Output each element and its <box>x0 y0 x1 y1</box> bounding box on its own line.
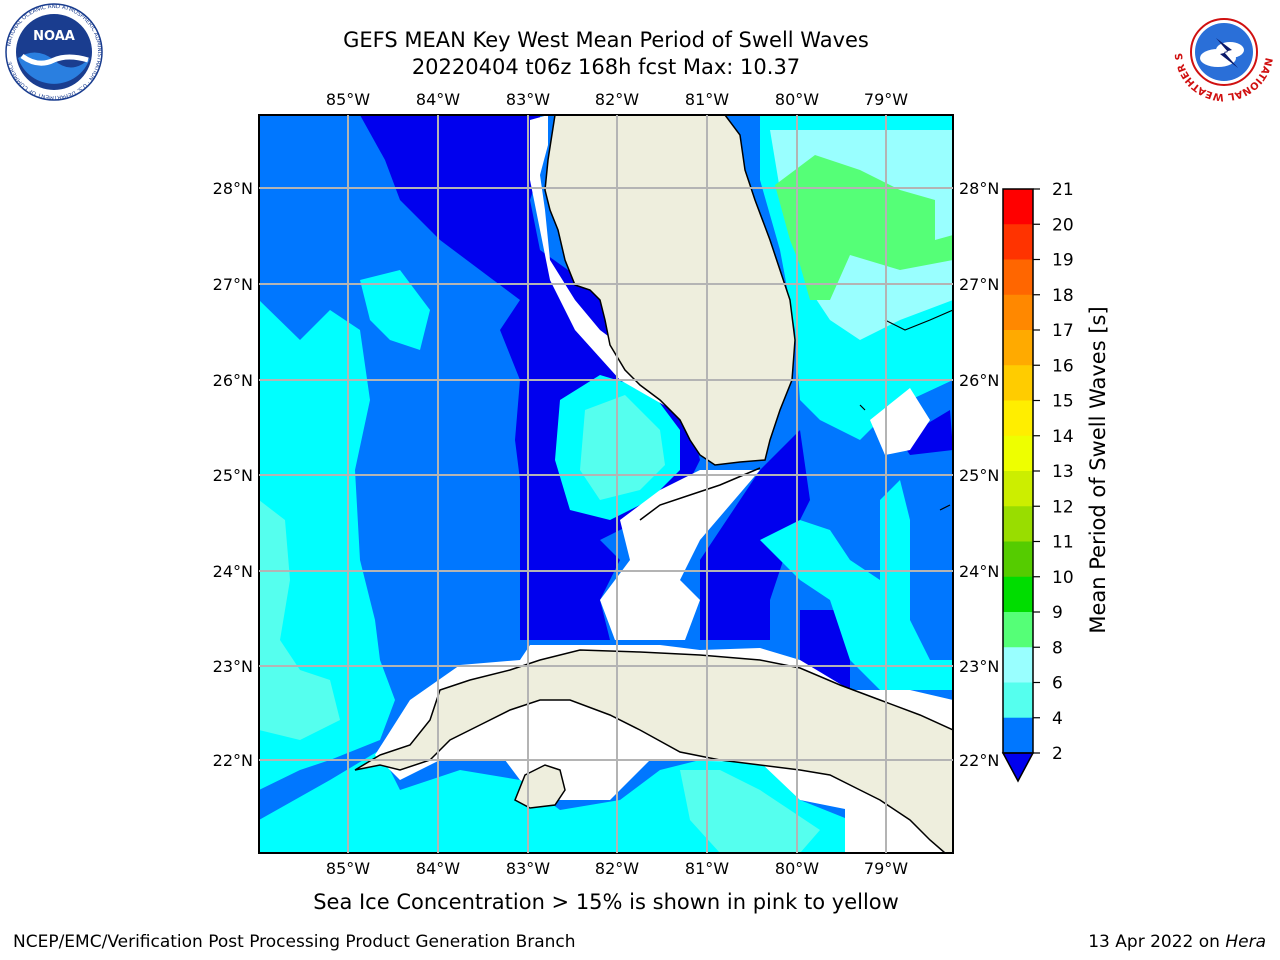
lat-labels-left: 28°N 27°N 26°N 25°N 24°N 23°N 22°N <box>213 179 253 770</box>
lat-label-right: 28°N <box>959 179 999 198</box>
lat-label-right: 23°N <box>959 657 999 676</box>
colorbar-segment <box>1003 365 1033 402</box>
lon-label-bottom: 85°W <box>326 859 370 878</box>
lon-label-bottom: 80°W <box>775 859 819 878</box>
lon-label-bottom: 81°W <box>685 859 729 878</box>
lon-label-top: 80°W <box>775 90 819 109</box>
lat-label-right: 25°N <box>959 466 999 485</box>
field-period-6-8-swfl <box>580 395 665 500</box>
lat-label-left: 26°N <box>213 371 253 390</box>
lat-label-left: 24°N <box>213 562 253 581</box>
colorbar-title: Mean Period of Swell Waves [s] <box>1086 306 1110 633</box>
colorbar-tick-label: 13 <box>1052 462 1074 482</box>
lat-label-right: 26°N <box>959 371 999 390</box>
colorbar-tick-label: 14 <box>1052 427 1074 447</box>
coast-florida-keys <box>639 467 761 521</box>
colorbar-tick-label: 9 <box>1052 603 1063 623</box>
lat-label-left: 22°N <box>213 751 253 770</box>
lat-label-left: 28°N <box>213 179 253 198</box>
lon-labels-top: 85°W 84°W 83°W 82°W 81°W 80°W 79°W <box>326 90 908 109</box>
lat-label-left: 27°N <box>213 275 253 294</box>
nws-logo: NATIONAL WEATHER SERVICE <box>1172 0 1274 102</box>
colorbar-tick-label: 21 <box>1052 180 1074 200</box>
colorbar-segment <box>1003 682 1033 719</box>
lon-label-bottom: 79°W <box>864 859 908 878</box>
coast-bahamas <box>859 309 953 511</box>
lat-label-right: 24°N <box>959 562 999 581</box>
colorbar-segment <box>1003 400 1033 437</box>
lon-label-bottom: 83°W <box>506 859 550 878</box>
colorbar: 21 20 19 18 17 16 15 14 13 12 11 10 9 8 6 4 2 <box>1001 180 1074 783</box>
lat-label-left: 25°N <box>213 466 253 485</box>
colorbar-tick-label: 18 <box>1052 286 1074 306</box>
field-period-4-6-straits <box>760 480 953 690</box>
colorbar-segment <box>1003 224 1033 261</box>
footer-date-text: 13 Apr 2022 on <box>1088 932 1226 952</box>
colorbar-tick-label: 12 <box>1052 497 1074 517</box>
lon-label-top: 85°W <box>326 90 370 109</box>
lat-label-right: 27°N <box>959 275 999 294</box>
field-period-6-8-caribbean <box>680 770 820 853</box>
colorbar-tick-label: 6 <box>1052 674 1063 694</box>
colorbar-tick-label: 19 <box>1052 251 1074 271</box>
colorbar-tick-label: 2 <box>1052 744 1063 764</box>
colorbar-tick-label: 15 <box>1052 392 1074 412</box>
colorbar-segment <box>1003 259 1033 296</box>
field-period-4-6-west-upper <box>360 270 430 350</box>
lon-label-top: 83°W <box>506 90 550 109</box>
map-field <box>259 115 953 853</box>
colorbar-segment <box>1003 647 1033 684</box>
colorbar-segment <box>1003 189 1033 225</box>
colorbar-tick-label: 4 <box>1052 709 1063 729</box>
colorbar-tick-label: 11 <box>1052 533 1074 553</box>
chart-title: GEFS MEAN Key West Mean Period of Swell … <box>343 28 869 52</box>
colorbar-segment <box>1003 294 1033 331</box>
lon-label-top: 79°W <box>864 90 908 109</box>
colorbar-segment <box>1003 435 1033 472</box>
colorbar-tick-label: 20 <box>1052 215 1074 235</box>
field-period-6-8-west <box>259 500 340 740</box>
lon-label-top: 81°W <box>685 90 729 109</box>
lon-label-bottom: 84°W <box>416 859 460 878</box>
field-period-below-2-east <box>700 430 810 640</box>
colorbar-segment <box>1003 471 1033 507</box>
colorbar-segment <box>1003 330 1033 366</box>
colorbar-segment <box>1003 576 1033 613</box>
graticule <box>259 115 953 853</box>
colorbar-tick-label: 16 <box>1052 356 1074 376</box>
lon-label-top: 82°W <box>595 90 639 109</box>
footer-host: Hera <box>1225 932 1266 952</box>
colorbar-segment <box>1003 717 1033 753</box>
sea-ice-note: Sea Ice Concentration > 15% is shown in … <box>313 890 899 914</box>
colorbar-segment <box>1003 506 1033 543</box>
lat-labels-right: 28°N 27°N 26°N 25°N 24°N 23°N 22°N <box>959 179 999 770</box>
lon-label-top: 84°W <box>416 90 460 109</box>
lat-label-left: 23°N <box>213 657 253 676</box>
land-florida <box>544 115 796 466</box>
colorbar-segment <box>1003 612 1033 648</box>
footer-date: 13 Apr 2022 on Hera <box>1088 932 1266 952</box>
lon-labels-bottom: 85°W 84°W 83°W 82°W 81°W 80°W 79°W <box>326 859 908 878</box>
noaa-logo: NATIONAL OCEANIC AND ATMOSPHERIC ADMINIS… <box>5 3 103 101</box>
lon-label-bottom: 82°W <box>595 859 639 878</box>
colorbar-tick-label: 8 <box>1052 638 1063 658</box>
lat-label-right: 22°N <box>959 751 999 770</box>
field-nodata-keys <box>600 470 760 640</box>
footer-credit: NCEP/EMC/Verification Post Processing Pr… <box>13 932 576 952</box>
field-period-9-10-atlantic <box>775 155 953 300</box>
colorbar-tick-label: 17 <box>1052 321 1074 341</box>
noaa-logo-text: NOAA <box>33 29 75 44</box>
chart-subtitle: 20220404 t06z 168h fcst Max: 10.37 <box>411 55 801 79</box>
colorbar-tick-label: 10 <box>1052 568 1074 588</box>
map-frame <box>258 114 954 854</box>
colorbar-extend-arrow <box>1001 752 1035 783</box>
colorbar-segment <box>1003 541 1033 578</box>
